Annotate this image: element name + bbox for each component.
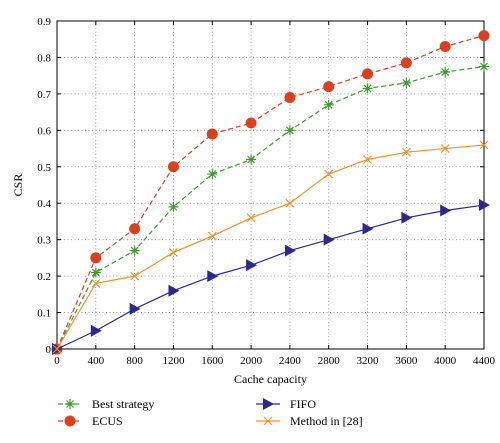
- y-tick-label: 0.6: [37, 125, 51, 137]
- data-point: [479, 61, 489, 72]
- x-tick-label: 400: [88, 355, 105, 367]
- axis-ticks: 0 400 800 1200 1600 2000 2400 2800 3200 3600 4000 4…: [37, 16, 495, 367]
- plot-frame: [56, 20, 485, 350]
- series-line: [56, 35, 485, 350]
- x-tick-label: 0: [54, 355, 60, 367]
- x-tick-label: 4400: [473, 355, 496, 367]
- data-point: [169, 247, 178, 257]
- x-tick-label: 2000: [240, 355, 263, 367]
- data-point: [168, 201, 179, 212]
- data-point: [285, 198, 295, 208]
- data-point: [90, 324, 102, 337]
- x-tick-label: 3600: [395, 355, 418, 367]
- data-point: [284, 244, 296, 257]
- data-point: [400, 57, 412, 69]
- y-tick-label: 0.8: [37, 52, 51, 64]
- legend-label: Method in [28]: [290, 414, 363, 428]
- x-tick-label: 4000: [434, 355, 457, 367]
- y-tick-label: 0.1: [37, 308, 51, 320]
- data-point: [363, 155, 372, 164]
- data-point: [323, 233, 335, 246]
- data-point: [401, 147, 411, 157]
- series-line: [56, 144, 485, 350]
- data-point: [401, 77, 412, 88]
- data-point: [323, 81, 335, 93]
- x-tick-label: 1600: [201, 355, 224, 367]
- data-point: [129, 302, 141, 315]
- legend-marker: [263, 416, 273, 426]
- data-point: [362, 68, 374, 80]
- data-point: [91, 278, 101, 288]
- x-tick-label: 2800: [318, 355, 341, 367]
- data-point: [362, 83, 373, 94]
- y-tick-label: 0: [46, 344, 52, 356]
- data-point: [206, 128, 218, 140]
- legend-marker: [263, 398, 274, 410]
- data-point: [362, 222, 374, 235]
- data-point: [246, 259, 258, 272]
- x-tick-label: 1200: [162, 355, 185, 367]
- legend-label: ECUS: [92, 414, 123, 428]
- series-line: [56, 65, 485, 350]
- data-point: [90, 267, 101, 278]
- data-point: [245, 117, 257, 129]
- y-tick-label: 0.5: [37, 162, 51, 174]
- legend-marker: [65, 399, 75, 409]
- y-tick-label: 0.4: [37, 198, 51, 210]
- data-point: [324, 169, 334, 179]
- data-point: [440, 204, 452, 217]
- data-point: [129, 223, 141, 235]
- legend-item: Best strategy: [58, 397, 154, 411]
- data-point: [478, 30, 490, 42]
- legend-item: ECUS: [58, 414, 123, 428]
- y-tick-label: 0.9: [37, 16, 51, 28]
- y-tick-label: 0.2: [37, 271, 51, 283]
- data-point: [479, 140, 489, 150]
- data-point: [284, 92, 296, 104]
- data-point: [401, 211, 413, 224]
- data-point: [167, 161, 179, 173]
- grid: [57, 21, 484, 349]
- data-point: [90, 252, 102, 264]
- y-tick-label: 0.7: [37, 89, 51, 101]
- x-axis-label: Cache capacity: [234, 372, 307, 386]
- series-group: [51, 30, 490, 355]
- data-point: [207, 231, 217, 241]
- data-point: [479, 199, 490, 212]
- series-best-strategy: [52, 61, 489, 354]
- x-tick-label: 800: [126, 355, 143, 367]
- data-point: [246, 213, 256, 223]
- data-point: [129, 245, 140, 256]
- legend-item: Method in [28]: [256, 414, 363, 428]
- data-point: [284, 125, 295, 136]
- legend-item: FIFO: [256, 397, 316, 411]
- data-point: [207, 169, 218, 180]
- data-point: [246, 154, 257, 165]
- series-method-in-28: [52, 140, 489, 354]
- data-point: [168, 284, 180, 297]
- data-point: [440, 144, 450, 153]
- series-fifo: [52, 199, 490, 355]
- series-line: [56, 204, 485, 350]
- data-point: [52, 344, 62, 354]
- data-point: [439, 41, 451, 53]
- data-point: [323, 99, 334, 110]
- legend-label: Best strategy: [92, 397, 154, 411]
- data-point: [207, 270, 219, 283]
- x-tick-label: 3200: [357, 355, 380, 367]
- y-axis-label: CSR: [11, 174, 25, 197]
- series-ecus: [51, 30, 490, 355]
- x-tick-label: 2400: [279, 355, 302, 367]
- legend-marker: [64, 415, 76, 427]
- data-point: [440, 67, 451, 78]
- data-point: [130, 271, 140, 281]
- legend: Best strategy ECUS FIFO Method in [28]: [58, 397, 363, 428]
- y-tick-label: 0.3: [37, 235, 51, 247]
- legend-label: FIFO: [290, 397, 316, 411]
